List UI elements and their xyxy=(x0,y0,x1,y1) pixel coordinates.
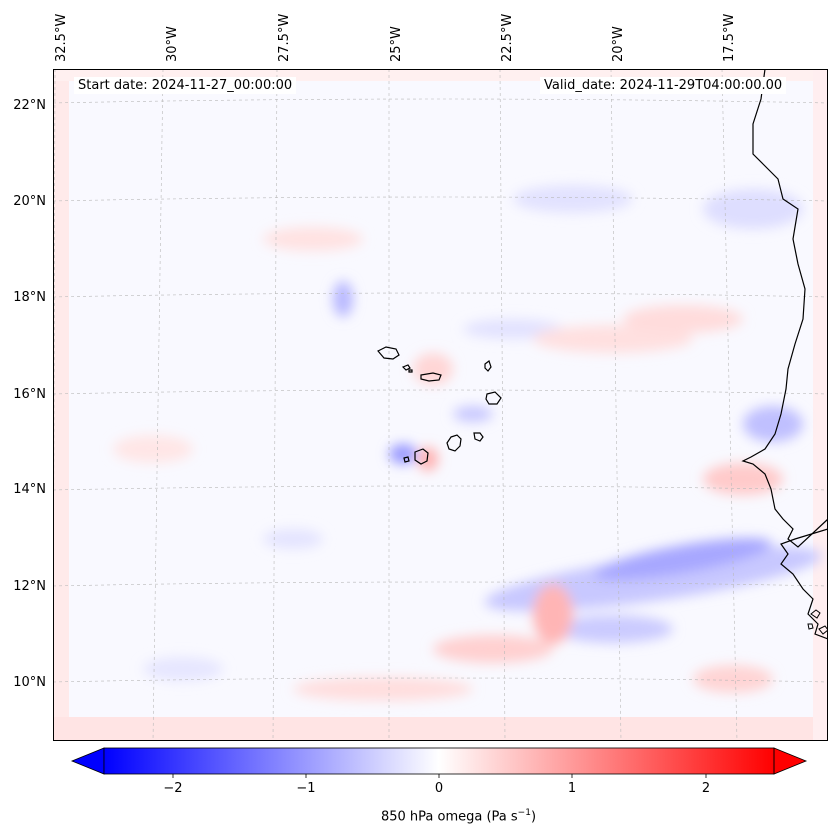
colorbar-label: 850 hPa omega (Pa s−1) xyxy=(0,808,837,824)
colorbar-tick-neg1: −1 xyxy=(296,781,316,796)
lat-label-22n: 22°N xyxy=(13,98,46,113)
start-date-label: Start date: 2024-11-27_00:00:00 xyxy=(74,77,297,94)
lat-label-12n: 12°N xyxy=(13,579,46,594)
colorbar-label-end: ) xyxy=(530,809,537,825)
lat-label-10n: 10°N xyxy=(13,675,46,690)
map-background xyxy=(53,69,828,741)
lon-label-27.5w: 27.5°W xyxy=(277,13,292,62)
colorbar-extend-max xyxy=(773,747,808,775)
colorbar-ticks xyxy=(172,774,707,778)
colorbar-extend-min xyxy=(70,747,105,775)
omega-map xyxy=(53,69,828,741)
africa-coastline xyxy=(741,69,828,548)
colorbar-tick-1: 1 xyxy=(567,781,577,796)
bissagos-islands xyxy=(807,609,828,635)
colorbar-label-main: 850 hPa omega (Pa s xyxy=(380,809,518,825)
lat-label-20n: 20°N xyxy=(13,194,46,209)
lat-label-14n: 14°N xyxy=(13,482,46,497)
lon-label-17.5w: 17.5°W xyxy=(722,13,737,62)
cape-verde-islands xyxy=(377,346,502,465)
lon-label-25w: 25°W xyxy=(389,26,404,62)
colorbar-label-exponent: −1 xyxy=(517,808,531,818)
colorbar-tick-0: 0 xyxy=(434,781,444,796)
lon-label-30w: 30°W xyxy=(165,26,180,62)
lat-label-18n: 18°N xyxy=(13,290,46,305)
lon-label-32.5w: 32.5°W xyxy=(54,13,69,62)
lat-label-16n: 16°N xyxy=(13,387,46,402)
africa-coastline-south xyxy=(780,528,828,640)
map-frame xyxy=(53,69,828,741)
lon-label-20w: 20°W xyxy=(611,26,626,62)
colorbar-gradient xyxy=(104,748,774,774)
lon-label-22.5w: 22.5°W xyxy=(500,13,515,62)
colorbar-tick-2: 2 xyxy=(701,781,711,796)
colorbar-tick-neg2: −2 xyxy=(163,781,183,796)
omega-field xyxy=(113,185,822,701)
valid-date-label: Valid_date: 2024-11-29T04:00:00.00 xyxy=(540,77,787,94)
colorbar xyxy=(70,747,808,778)
